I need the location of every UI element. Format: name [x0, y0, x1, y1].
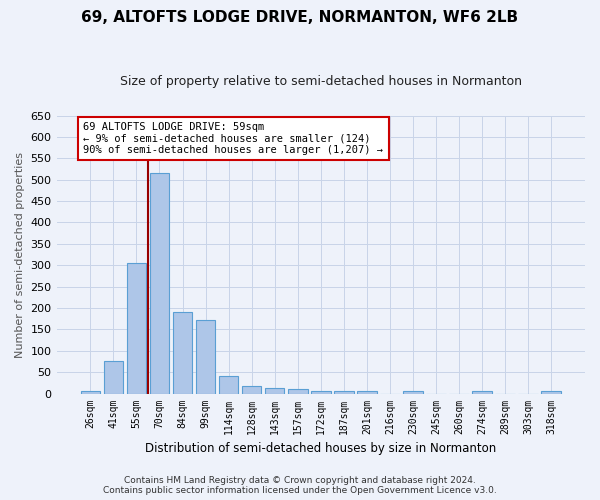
Text: Contains HM Land Registry data © Crown copyright and database right 2024.
Contai: Contains HM Land Registry data © Crown c…	[103, 476, 497, 495]
Bar	[219, 376, 238, 394]
Bar	[104, 362, 123, 394]
Bar	[242, 386, 262, 394]
Bar	[403, 392, 423, 394]
Bar	[472, 392, 492, 394]
Bar	[80, 392, 100, 394]
Bar	[149, 174, 169, 394]
Bar	[334, 392, 353, 394]
Bar	[311, 391, 331, 394]
Bar	[196, 320, 215, 394]
Text: 69, ALTOFTS LODGE DRIVE, NORMANTON, WF6 2LB: 69, ALTOFTS LODGE DRIVE, NORMANTON, WF6 …	[82, 10, 518, 25]
Bar	[541, 392, 561, 394]
Bar	[127, 263, 146, 394]
Y-axis label: Number of semi-detached properties: Number of semi-detached properties	[15, 152, 25, 358]
Title: Size of property relative to semi-detached houses in Normanton: Size of property relative to semi-detach…	[120, 75, 522, 88]
Bar	[265, 388, 284, 394]
Bar	[288, 390, 308, 394]
Bar	[357, 390, 377, 394]
Bar	[173, 312, 193, 394]
X-axis label: Distribution of semi-detached houses by size in Normanton: Distribution of semi-detached houses by …	[145, 442, 496, 455]
Text: 69 ALTOFTS LODGE DRIVE: 59sqm
← 9% of semi-detached houses are smaller (124)
90%: 69 ALTOFTS LODGE DRIVE: 59sqm ← 9% of se…	[83, 122, 383, 155]
